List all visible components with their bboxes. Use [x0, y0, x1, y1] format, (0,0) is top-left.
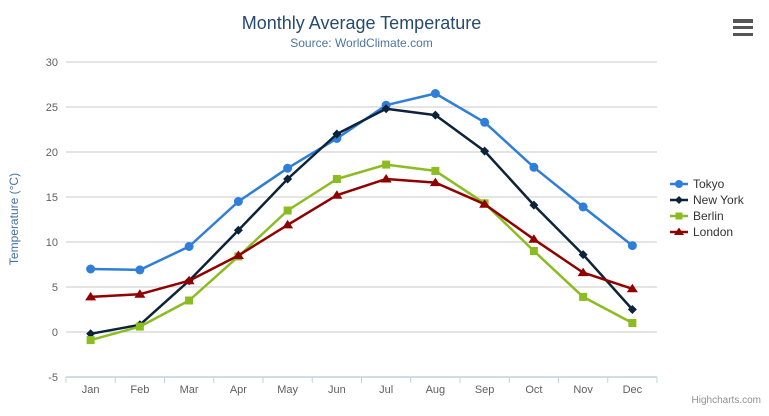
data-point-tokyo[interactable]: [283, 163, 293, 173]
y-axis-label: -5: [48, 372, 58, 384]
legend-marker-london[interactable]: [674, 227, 684, 236]
y-axis-label: 0: [52, 327, 58, 339]
series-line-new-york: [89, 107, 634, 336]
legend-label-berlin: Berlin: [693, 209, 724, 223]
data-point-berlin[interactable]: [431, 166, 440, 175]
data-point-berlin[interactable]: [628, 319, 637, 327]
data-point-berlin[interactable]: [185, 296, 194, 305]
chart-subtitle: Source: WorldClimate.com: [290, 36, 433, 50]
data-point-new-york[interactable]: [430, 110, 440, 120]
data-point-berlin[interactable]: [283, 206, 292, 215]
data-point-london[interactable]: [232, 250, 244, 260]
legend-marker-berlin[interactable]: [675, 212, 683, 220]
data-point-new-york[interactable]: [332, 129, 342, 139]
legend-item-new-york[interactable]: New York: [670, 192, 744, 208]
data-point-new-york[interactable]: [578, 250, 588, 260]
x-axis-label: Apr: [230, 384, 247, 396]
x-axis-label: Aug: [426, 384, 446, 396]
data-point-london[interactable]: [528, 234, 540, 243]
data-point-london[interactable]: [626, 283, 638, 293]
data-point-london[interactable]: [479, 199, 491, 208]
hamburger-icon: [733, 19, 753, 23]
x-axis-label: Jun: [328, 384, 346, 396]
x-axis-label: Nov: [573, 384, 593, 396]
data-point-berlin[interactable]: [86, 336, 95, 345]
x-axis-label: Sep: [475, 384, 495, 396]
x-axis-label: Jul: [379, 384, 393, 396]
y-axis-label: 10: [46, 237, 58, 249]
series-line-london: [89, 177, 634, 299]
triangle-icon: [670, 227, 688, 236]
data-point-tokyo[interactable]: [627, 241, 637, 251]
x-axis-label: May: [277, 384, 298, 396]
hamburger-icon: [733, 32, 753, 36]
data-point-new-york[interactable]: [233, 225, 243, 235]
series-new-york: [86, 104, 637, 339]
data-point-tokyo[interactable]: [430, 89, 440, 98]
series-london: [85, 174, 638, 301]
data-point-london[interactable]: [429, 177, 441, 187]
data-point-berlin[interactable]: [579, 292, 588, 301]
series-tokyo: [86, 89, 637, 275]
y-axis-label: 15: [46, 192, 58, 204]
data-point-london[interactable]: [85, 291, 97, 301]
x-axis-label: Dec: [623, 384, 643, 396]
data-point-berlin[interactable]: [529, 247, 538, 255]
legend-label-new-york: New York: [693, 193, 744, 207]
data-point-berlin[interactable]: [382, 160, 391, 169]
x-axis-label: Feb: [130, 384, 149, 396]
legend-item-london[interactable]: London: [670, 224, 744, 240]
data-point-london[interactable]: [577, 267, 589, 277]
data-point-new-york[interactable]: [627, 305, 637, 314]
data-point-tokyo[interactable]: [233, 197, 243, 206]
data-point-london[interactable]: [282, 219, 294, 229]
data-point-london[interactable]: [134, 289, 146, 298]
y-axis-label: 25: [46, 102, 58, 114]
diamond-icon: [670, 196, 688, 204]
legend-label-tokyo: Tokyo: [693, 177, 725, 191]
data-point-new-york[interactable]: [381, 104, 391, 114]
legend-marker-new-york[interactable]: [675, 196, 683, 204]
series-line-tokyo: [89, 92, 634, 272]
data-point-tokyo[interactable]: [86, 264, 96, 274]
chart-title: Monthly Average Temperature: [241, 13, 482, 33]
y-axis-label: 30: [46, 57, 58, 69]
data-point-tokyo[interactable]: [184, 242, 194, 251]
legend: Tokyo New York Berlin London: [670, 176, 744, 240]
data-point-tokyo[interactable]: [529, 162, 539, 172]
data-point-berlin[interactable]: [332, 175, 341, 183]
data-point-new-york[interactable]: [529, 200, 539, 210]
x-axis-label: Mar: [180, 384, 199, 396]
square-icon: [670, 212, 688, 220]
x-axis-label: Jan: [82, 384, 100, 396]
data-point-london[interactable]: [331, 190, 343, 199]
hamburger-icon: [733, 25, 753, 30]
legend-item-berlin[interactable]: Berlin: [670, 208, 744, 224]
series-line-berlin: [89, 163, 634, 342]
data-point-london[interactable]: [183, 275, 195, 285]
y-axis-label: 20: [46, 147, 58, 159]
data-point-new-york[interactable]: [283, 174, 293, 184]
legend-marker-tokyo[interactable]: [675, 180, 683, 188]
credits-link[interactable]: Highcharts.com: [691, 395, 761, 406]
legend-item-tokyo[interactable]: Tokyo: [670, 176, 744, 192]
data-point-tokyo[interactable]: [578, 202, 588, 212]
data-point-new-york[interactable]: [480, 146, 490, 156]
data-point-berlin[interactable]: [135, 322, 144, 331]
data-point-tokyo[interactable]: [135, 265, 145, 275]
data-point-london[interactable]: [380, 174, 392, 183]
circle-icon: [670, 180, 688, 188]
chart-context-menu-button[interactable]: [733, 19, 755, 36]
data-point-new-york[interactable]: [86, 329, 96, 339]
y-axis-label: 5: [52, 282, 58, 294]
x-axis-label: Oct: [525, 384, 542, 396]
legend-label-london: London: [693, 225, 734, 239]
data-point-tokyo[interactable]: [480, 117, 490, 127]
